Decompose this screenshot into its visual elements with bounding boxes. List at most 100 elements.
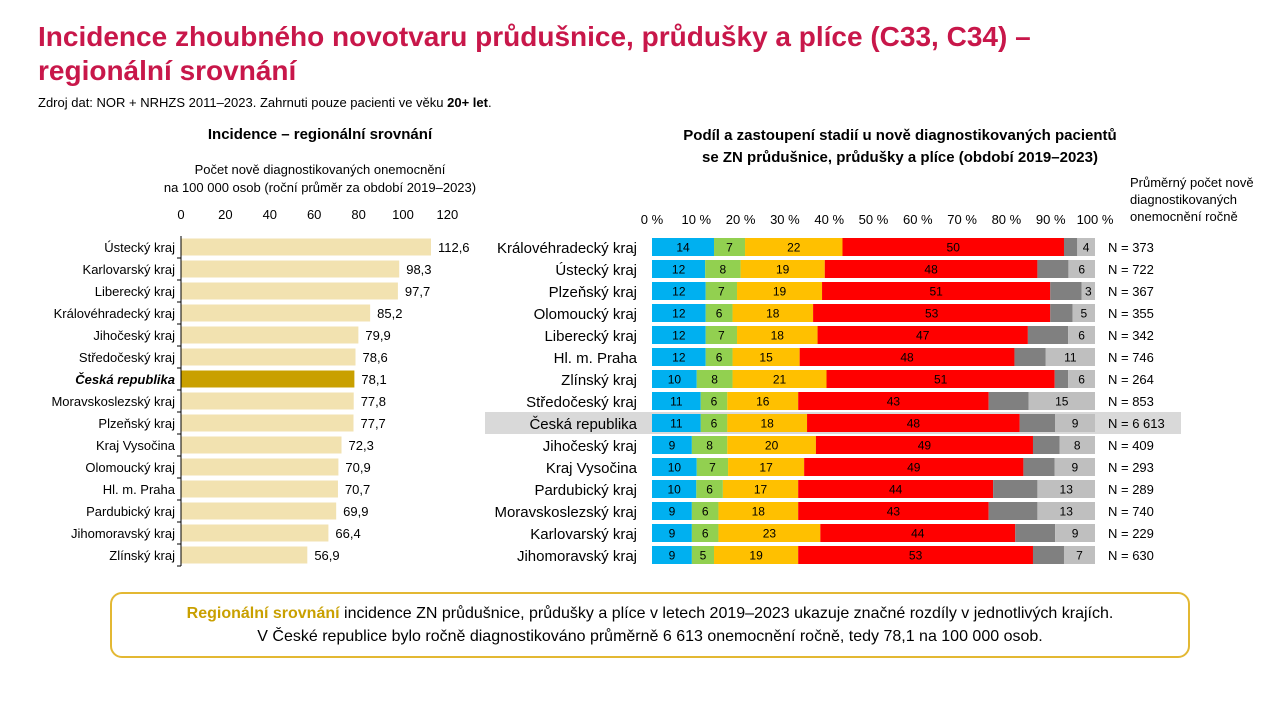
stage-segment: [705, 304, 733, 322]
incidence-bar: [181, 392, 354, 410]
stage-segment-label: 53: [925, 307, 939, 321]
incidence-value-label: 112,6: [438, 240, 470, 255]
stage-chart-title: Podíl a zastoupení stadií u nově diagnos…: [600, 125, 1200, 169]
stage-segment-label: 11: [1064, 351, 1077, 365]
stage-segment: [728, 458, 805, 476]
stage-category-label: Jihomoravský kraj: [517, 548, 637, 565]
stage-segment-label: 49: [918, 439, 932, 453]
summary-line-1-text: incidence ZN průdušnice, průdušky a plíc…: [339, 605, 1114, 622]
stage-segment-label: 5: [1080, 307, 1087, 321]
stage-segment: [737, 326, 818, 344]
stage-segment: [652, 326, 706, 344]
stage-segment: [1054, 458, 1095, 476]
stage-segment-label: 12: [672, 351, 686, 365]
stage-segment: [652, 436, 692, 454]
stage-category-label: Liberecký kraj: [544, 328, 637, 345]
incidence-value-label: 66,4: [335, 526, 360, 541]
source-age-bold: 20+ let: [447, 95, 488, 110]
stage-segment: [988, 392, 1029, 410]
stage-segment: [737, 282, 823, 300]
stage-segment: [727, 392, 799, 410]
stage-segment: [696, 370, 733, 388]
stage-segment: [705, 326, 738, 344]
stage-segment-label: 12: [672, 263, 686, 277]
stage-segment: [705, 260, 741, 278]
incidence-category-label: Pardubický kraj: [86, 504, 175, 519]
stage-segment: [1072, 304, 1095, 322]
stage-segment-label: 22: [787, 241, 801, 255]
stage-segment-label: 14: [676, 241, 690, 255]
stage-segment-label: 9: [669, 549, 676, 563]
stage-segment-label: 49: [907, 461, 921, 475]
stage-segment-label: 7: [718, 285, 725, 299]
stage-category-label: Hl. m. Praha: [554, 350, 638, 367]
stage-segment-label: 43: [887, 395, 901, 409]
stage-segment: [714, 546, 799, 564]
stage-x-tick: 100 %: [1077, 212, 1114, 227]
incidence-category-label: Královéhradecký kraj: [54, 306, 175, 321]
stage-segment: [1068, 370, 1095, 388]
stage-segment-label: 9: [669, 527, 676, 541]
stage-chart-title-line-1: Podíl a zastoupení stadií u nově diagnos…: [683, 127, 1117, 144]
stage-segment: [722, 480, 799, 498]
incidence-bar: [181, 436, 342, 454]
incidence-category-label: Karlovarský kraj: [83, 262, 176, 277]
stage-segment: [1014, 348, 1046, 366]
stage-segment: [1063, 238, 1078, 256]
stage-n-label: N = 373: [1108, 240, 1154, 255]
stage-segment: [993, 480, 1038, 498]
stage-n-label: N = 740: [1108, 504, 1154, 519]
stage-n-label: N = 289: [1108, 482, 1154, 497]
stage-segment-label: 19: [749, 549, 763, 563]
incidence-category-label: Jihočeský kraj: [93, 328, 175, 343]
incidence-value-label: 78,1: [361, 372, 386, 387]
stage-n-label: N = 409: [1108, 438, 1154, 453]
incidence-category-label: Jihomoravský kraj: [71, 526, 175, 541]
stage-segment-label: 11: [670, 395, 683, 409]
incidence-bar: [181, 348, 356, 366]
incidence-bar: [181, 458, 339, 476]
stage-segment-label: 5: [700, 549, 707, 563]
stage-segment: [798, 546, 1033, 564]
incidence-category-label: Kraj Vysočina: [96, 438, 176, 453]
incidence-chart-title: Incidence – regionální srovnání: [207, 126, 433, 143]
stage-n-label: N = 229: [1108, 526, 1154, 541]
incidence-bar: [181, 546, 308, 564]
stage-segment: [1054, 370, 1069, 388]
stage-x-tick: 80 %: [992, 212, 1022, 227]
stage-x-tick: 20 %: [726, 212, 756, 227]
summary-note-box: Regionální srovnání incidence ZN průdušn…: [110, 592, 1190, 658]
incidence-bar: [181, 414, 354, 432]
stage-segment-label: 43: [887, 505, 901, 519]
stage-segment: [691, 524, 719, 542]
stage-category-label: Olomoucký kraj: [534, 306, 637, 323]
stage-segment: [652, 392, 701, 410]
incidence-value-label: 79,9: [365, 328, 390, 343]
stage-segment: [740, 260, 825, 278]
stage-segment-label: 12: [672, 285, 686, 299]
stage-segment-label: 6: [711, 417, 718, 431]
page-title: Incidence zhoubného novotvaru průdušnice…: [38, 21, 1031, 86]
stage-category-label: Moravskoslezský kraj: [494, 504, 637, 521]
stage-segment-label: 10: [667, 483, 681, 497]
stage-segment: [807, 414, 1020, 432]
stage-n-label: N = 264: [1108, 372, 1154, 387]
stage-segment: [652, 414, 701, 432]
charts-canvas: 0 20 40 60 80 100 120 Ústecký kraj 112,6 Karlovar…: [51, 207, 1181, 567]
stage-segment: [1077, 238, 1095, 256]
stage-segment: [652, 546, 692, 564]
stage-n-label: N = 293: [1108, 460, 1154, 475]
stage-segment-label: 50: [947, 241, 961, 255]
incidence-category-label: Česká republika: [75, 372, 175, 387]
stage-n-label: N = 746: [1108, 350, 1154, 365]
stage-segment: [691, 436, 728, 454]
stage-segment-label: 6: [1078, 373, 1085, 387]
stage-category-label: Jihočeský kraj: [543, 438, 637, 455]
incidence-bar: [181, 282, 398, 300]
incidence-bar: [181, 502, 337, 520]
stage-segment-label: 13: [1060, 505, 1074, 519]
incidence-value-label: 56,9: [314, 548, 339, 563]
stage-segment-label: 10: [668, 461, 682, 475]
source-text: Zdroj dat: NOR + NRHZS 2011–2023. Zahrnu…: [38, 95, 448, 110]
stage-segment: [732, 370, 827, 388]
